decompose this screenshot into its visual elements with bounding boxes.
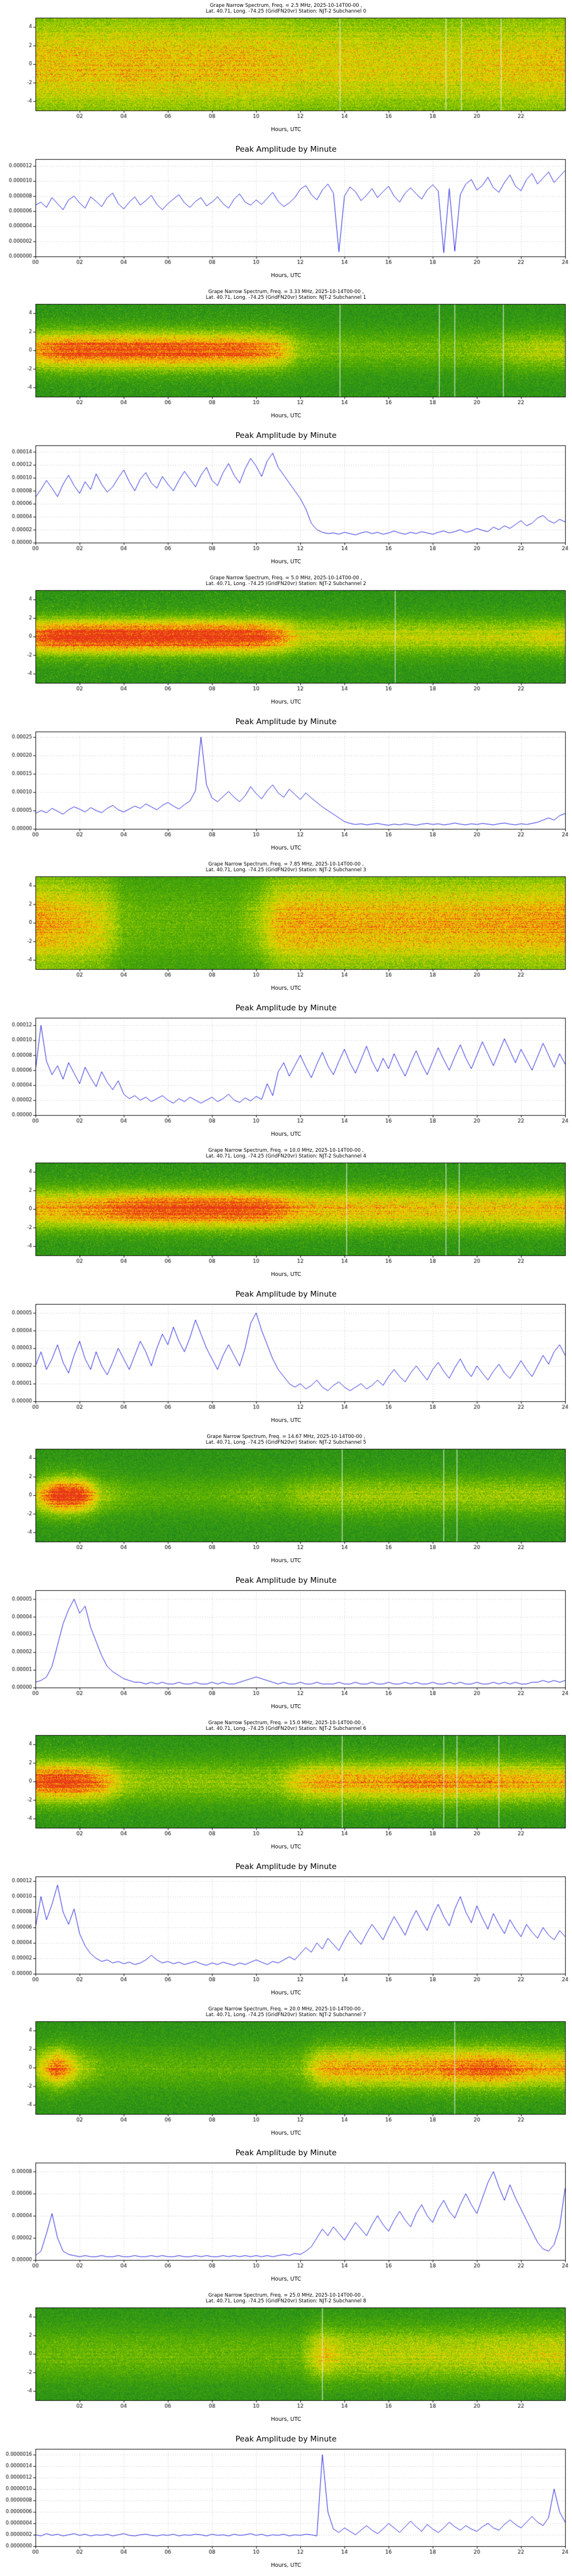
chart-subtitle: Lat. 40.71, Long. -74.25 (GridFN20vr) St… — [205, 2298, 367, 2304]
x-axis-label: Hours, UTC — [271, 413, 301, 419]
chart-subtitle: Lat. 40.71, Long. -74.25 (GridFN20vr) St… — [205, 295, 367, 301]
line-chart-canvas — [0, 156, 572, 271]
chart-subtitle: Lat. 40.71, Long. -74.25 (GridFN20vr) St… — [205, 581, 367, 587]
chart-title: Peak Amplitude by Minute — [235, 2435, 337, 2444]
spectrogram-canvas — [0, 874, 572, 984]
chart-title: Grape Narrow Spectrum, Freq. = 10.0 MHz,… — [208, 1148, 364, 1153]
x-axis-label: Hours, UTC — [271, 699, 301, 705]
amplitude-figure-subchannel-5: Peak Amplitude by Minute Amplitude, unca… — [0, 1574, 572, 1717]
line-chart-canvas — [0, 2445, 572, 2561]
spectrogram-canvas — [0, 2305, 572, 2415]
x-axis-label: Hours, UTC — [271, 2562, 301, 2569]
spectrogram-figure-subchannel-8: Grape Narrow Spectrum, Freq. = 25.0 MHz,… — [0, 2290, 572, 2433]
line-chart-canvas — [0, 728, 572, 844]
chart-title: Grape Narrow Spectrum, Freq. = 25.0 MHz,… — [208, 2293, 364, 2298]
spectrogram-canvas — [0, 302, 572, 412]
chart-title: Grape Narrow Spectrum, Freq. = 14.67 MHz… — [206, 1434, 366, 1440]
chart-title: Peak Amplitude by Minute — [235, 1576, 337, 1585]
amplitude-figure-subchannel-4: Peak Amplitude by Minute Amplitude, unca… — [0, 1288, 572, 1431]
amplitude-figure-subchannel-2: Peak Amplitude by Minute Amplitude, unca… — [0, 716, 572, 859]
chart-subtitle: Lat. 40.71, Long. -74.25 (GridFN20vr) St… — [205, 1726, 367, 1732]
spectrogram-figure-subchannel-5: Grape Narrow Spectrum, Freq. = 14.67 MHz… — [0, 1431, 572, 1574]
chart-title: Grape Narrow Spectrum, Freq. = 3.33 MHz,… — [208, 289, 364, 295]
amplitude-figure-subchannel-3: Peak Amplitude by Minute Amplitude, unca… — [0, 1002, 572, 1145]
x-axis-label: Hours, UTC — [271, 2276, 301, 2282]
line-chart-canvas — [0, 1301, 572, 1416]
chart-subtitle: Lat. 40.71, Long. -74.25 (GridFN20vr) St… — [205, 9, 367, 14]
spectrogram-figure-subchannel-0: Grape Narrow Spectrum, Freq. = 2.5 MHz, … — [0, 0, 572, 143]
amplitude-figure-subchannel-8: Peak Amplitude by Minute Amplitude, unca… — [0, 2433, 572, 2576]
spectrogram-canvas — [0, 1447, 572, 1556]
x-axis-label: Hours, UTC — [271, 2130, 301, 2136]
chart-title: Peak Amplitude by Minute — [235, 717, 337, 726]
x-axis-label: Hours, UTC — [271, 1704, 301, 1710]
x-axis-label: Hours, UTC — [271, 272, 301, 279]
chart-subtitle: Lat. 40.71, Long. -74.25 (GridFN20vr) St… — [205, 1153, 367, 1159]
spectrogram-canvas — [0, 2019, 572, 2129]
x-axis-label: Hours, UTC — [271, 1131, 301, 1137]
spectrogram-figure-subchannel-2: Grape Narrow Spectrum, Freq. = 5.0 MHz, … — [0, 572, 572, 716]
chart-title: Peak Amplitude by Minute — [235, 1862, 337, 1871]
spectrogram-figure-subchannel-6: Grape Narrow Spectrum, Freq. = 15.0 MHz,… — [0, 1717, 572, 1860]
amplitude-figure-subchannel-7: Peak Amplitude by Minute Amplitude, unca… — [0, 2147, 572, 2290]
chart-title: Peak Amplitude by Minute — [235, 145, 337, 154]
x-axis-label: Hours, UTC — [271, 127, 301, 133]
chart-title: Peak Amplitude by Minute — [235, 431, 337, 440]
chart-title: Grape Narrow Spectrum, Freq. = 20.0 MHz,… — [208, 2006, 364, 2012]
chart-title: Peak Amplitude by Minute — [235, 1003, 337, 1013]
x-axis-label: Hours, UTC — [271, 985, 301, 991]
spectrogram-figure-subchannel-1: Grape Narrow Spectrum, Freq. = 3.33 MHz,… — [0, 286, 572, 429]
line-chart-canvas — [0, 442, 572, 558]
spectrogram-canvas — [0, 588, 572, 698]
chart-subtitle: Lat. 40.71, Long. -74.25 (GridFN20vr) St… — [205, 867, 367, 873]
chart-subtitle: Lat. 40.71, Long. -74.25 (GridFN20vr) St… — [205, 1440, 367, 1445]
x-axis-label: Hours, UTC — [271, 559, 301, 565]
chart-title: Grape Narrow Spectrum, Freq. = 7.85 MHz,… — [208, 862, 364, 867]
spectrogram-figure-subchannel-7: Grape Narrow Spectrum, Freq. = 20.0 MHz,… — [0, 2004, 572, 2147]
chart-subtitle: Lat. 40.71, Long. -74.25 (GridFN20vr) St… — [205, 2012, 367, 2018]
x-axis-label: Hours, UTC — [271, 845, 301, 851]
spectrogram-canvas — [0, 15, 572, 125]
chart-title: Peak Amplitude by Minute — [235, 1290, 337, 1299]
x-axis-label: Hours, UTC — [271, 1558, 301, 1564]
spectrogram-figure-subchannel-3: Grape Narrow Spectrum, Freq. = 7.85 MHz,… — [0, 859, 572, 1002]
line-chart-canvas — [0, 1873, 572, 1989]
chart-title: Peak Amplitude by Minute — [235, 2148, 337, 2158]
x-axis-label: Hours, UTC — [271, 1271, 301, 1278]
amplitude-figure-subchannel-1: Peak Amplitude by Minute Amplitude, unca… — [0, 429, 572, 572]
spectrogram-canvas — [0, 1733, 572, 1843]
line-chart-canvas — [0, 2159, 572, 2275]
spectrogram-canvas — [0, 1160, 572, 1270]
x-axis-label: Hours, UTC — [271, 1844, 301, 1850]
x-axis-label: Hours, UTC — [271, 1990, 301, 1996]
amplitude-figure-subchannel-6: Peak Amplitude by Minute Amplitude, unca… — [0, 1860, 572, 2004]
x-axis-label: Hours, UTC — [271, 1417, 301, 1424]
chart-title: Grape Narrow Spectrum, Freq. = 2.5 MHz, … — [209, 3, 363, 9]
chart-title: Grape Narrow Spectrum, Freq. = 5.0 MHz, … — [209, 575, 363, 581]
amplitude-figure-subchannel-0: Peak Amplitude by Minute Amplitude, unca… — [0, 143, 572, 286]
chart-title: Grape Narrow Spectrum, Freq. = 15.0 MHz,… — [208, 1720, 364, 1726]
line-chart-canvas — [0, 1587, 572, 1702]
spectrogram-figure-subchannel-4: Grape Narrow Spectrum, Freq. = 10.0 MHz,… — [0, 1145, 572, 1288]
x-axis-label: Hours, UTC — [271, 2416, 301, 2423]
line-chart-canvas — [0, 1014, 572, 1130]
